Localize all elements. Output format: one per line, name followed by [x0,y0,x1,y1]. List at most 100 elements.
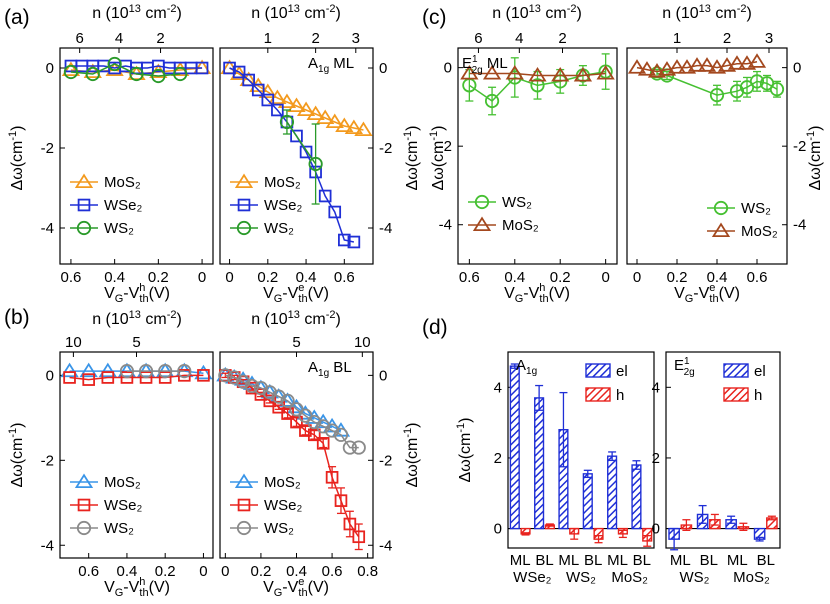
b_right-ws2-point [262,385,277,400]
b_left-xtick-label: 0.2 [155,563,176,580]
c_right-mos2-point [647,63,667,78]
d_left-ytick-label: 0 [494,521,502,538]
b_left-legend-label-mos2: MoS₂ [104,474,141,491]
b_right-wse2-point [272,400,286,414]
a_right-mos2-point [306,105,325,121]
x-axis-title-c-left: VG-Vh th(V) [504,282,570,305]
c_left-xtick-label: 0.2 [550,269,571,286]
b_right-ws2-point [218,368,233,383]
d_left-legend-label-el: el [616,363,628,380]
c_right-top-tick-label: 1 [673,30,681,47]
b_right-wse2-point [343,517,357,531]
a_right-wse2-point [338,233,351,247]
d_left-category-label: BL [584,552,602,569]
b_right-ws2-point [333,427,349,442]
c_right-ytick-label: -2 [793,138,806,155]
c_right-top-tick-label: 3 [765,30,773,47]
b_left-ytick-label: 0 [46,367,54,384]
a_left-ws2-point [63,64,79,80]
b_right-xtick-label: 0.8 [357,563,378,580]
a_left-ws2-point [173,66,188,82]
b_left-wse2-point [120,371,134,384]
y-axis-title-a-left: Δω(cm-1) [7,126,26,191]
b_left-wse2-point [82,373,95,386]
b_right-legend-label-ws2: WS₂ [264,520,294,537]
b_right-annotation: A1g BL [308,359,352,379]
a_right-xtick-label: 0.2 [257,269,278,286]
top-axis-title-b-left: n (1013 cm-2) [92,309,182,328]
a_left-ytick-label: 0 [46,60,54,77]
c_left-frame [457,47,618,265]
c_left-legend-label-mos2: MoS₂ [502,217,539,234]
b_left-ws2-point [119,364,135,379]
b_left-top-tick-label: 10 [65,334,82,351]
d_left-category-label: ML [607,552,628,569]
b_right-ws2-point [227,370,242,385]
a_right-wse2-line [229,67,355,243]
a_left-xtick-label: 0.2 [148,269,169,286]
a_right-xtick-label: 0.4 [296,269,317,286]
a_right-ws2-line [286,121,317,165]
y-axis-title-d: Δω(cm-1) [455,418,474,483]
b_right-wse2-point [299,424,312,437]
d_left-bar-el [534,397,545,530]
y-axis-title-b-left: Δω(cm-1) [7,423,26,488]
c_left-legend-marker [474,194,490,210]
a_left-ws2-point [151,68,166,84]
a_right-wse2-point [251,83,265,97]
b_right-ws2-point [316,419,331,434]
a_right-wse2-point [318,189,332,203]
b_left-wse2-point [139,371,153,384]
c_left-xtick-label: 0.4 [504,269,525,286]
c_right-mos2-line [636,61,758,73]
a_left-ws2-point [85,66,100,82]
d_right-category-label: ML [670,552,691,569]
c_right-ws2-point [769,82,785,97]
c_right-ytick-label: 0 [793,60,801,77]
a_right-wse2-point [271,103,284,117]
a_left-legend-marker [77,198,91,212]
c_right-mos2-point [677,59,697,74]
a_right-legend-marker [236,220,252,236]
c_right-mos2-point [627,59,647,74]
a_left-top-tick-label: 2 [156,30,164,47]
c_left-legend-label-ws2: WS₂ [502,194,532,211]
a_right-legend-label-ws2: WS₂ [264,220,294,237]
d_left-bar-el [607,455,618,530]
a_left-xtick-label: 0 [198,269,206,286]
c_right-mos2-point [727,55,747,70]
d_left-category-label: BL [633,552,651,569]
top-axis-title-b-right: n (1013 cm-2) [251,309,341,328]
b_left-legend-marker [76,520,92,536]
b_left-mos2-point [156,362,175,378]
c_left-ws2-point [484,93,500,109]
a_left-top-tick-label: 4 [115,30,123,47]
c_left-top-tick-label: 6 [474,30,482,47]
c_left-ytick-label: -2 [439,138,452,155]
b_right-xtick-label: 0.2 [250,563,271,580]
c_left-top-tick-label: 4 [515,30,523,47]
d_left-ytick-label: 2 [494,450,502,467]
b_left-legend-label-wse2: WSe₂ [104,497,143,514]
d_left-category-label: ML [558,552,579,569]
a_right-legend-label-wse2: WSe₂ [264,197,303,214]
a_right-legend-marker [234,173,254,189]
c_left-top-tick-label: 2 [558,30,566,47]
b_left-ws2-point [158,364,173,379]
d_right-ytick-label: 2 [652,450,660,467]
b_left-top-tick-label: 5 [132,334,140,351]
d_right-legend-label-h: h [754,387,762,404]
d_right-legend-swatch-el [723,363,749,378]
top-axis-title-a-left: n (1013 cm-2) [92,3,182,22]
c_right-ws2-point [709,88,725,103]
c_right-legend-label-mos2: MoS₂ [741,223,778,240]
d_right-legend-label-el: el [754,363,766,380]
top-axis-title-a-right: n (1013 cm-2) [251,3,341,22]
d_left-category-label: BL [535,552,553,569]
a_left-legend-label-ws2: WS₂ [104,220,134,237]
b_left-mos2-point [194,364,213,380]
a_right-frame [219,47,374,265]
a_right-mos2-point [277,93,297,109]
panel-label-a: (a) [4,6,30,29]
a_left-xtick-label: 0.6 [60,269,81,286]
